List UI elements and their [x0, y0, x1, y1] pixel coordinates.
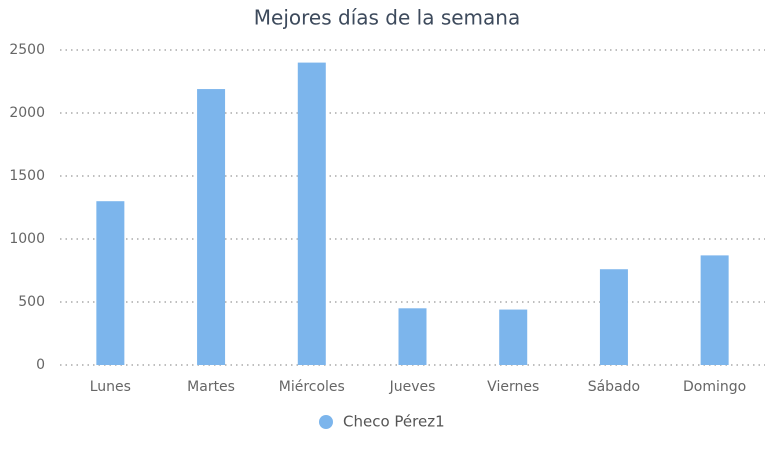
- chart-title: Mejores días de la semana: [254, 6, 520, 30]
- y-tick-label: 0: [36, 357, 45, 373]
- y-tick-label: 500: [18, 294, 45, 310]
- y-tick-label: 2000: [9, 105, 45, 121]
- legend-marker: [319, 415, 333, 429]
- bar: [297, 62, 326, 365]
- bar: [197, 89, 226, 365]
- x-tick-label: Martes: [187, 379, 235, 395]
- bar: [599, 269, 628, 365]
- bar: [398, 308, 427, 365]
- legend-label: Checo Pérez1: [343, 413, 445, 431]
- y-tick-label: 1500: [9, 168, 45, 184]
- x-tick-label: Viernes: [487, 379, 539, 395]
- x-tick-label: Lunes: [90, 379, 131, 395]
- bar: [499, 309, 528, 365]
- x-tick-label: Domingo: [683, 379, 746, 395]
- y-tick-label: 2500: [9, 42, 45, 58]
- y-tick-label: 1000: [9, 231, 45, 247]
- x-tick-label: Jueves: [389, 379, 436, 395]
- bar: [700, 255, 729, 365]
- x-tick-label: Miércoles: [279, 379, 345, 395]
- x-tick-label: Sábado: [588, 379, 640, 395]
- bar: [96, 201, 125, 365]
